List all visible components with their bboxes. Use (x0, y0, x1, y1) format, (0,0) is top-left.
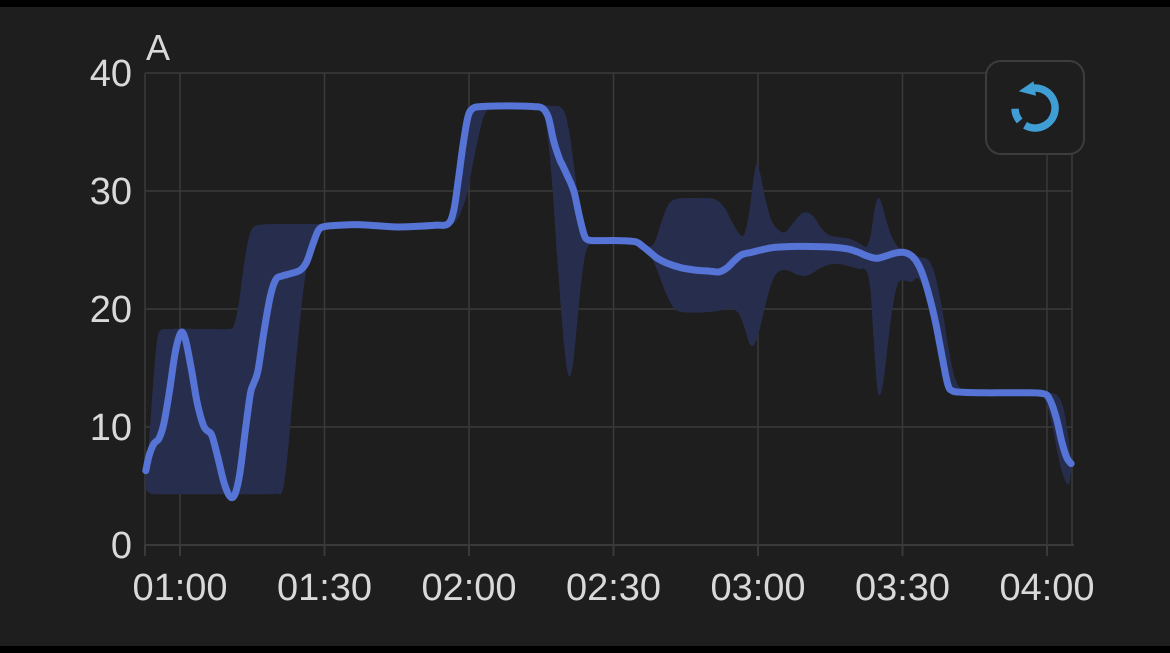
x-tick-label: 03:30 (855, 567, 950, 609)
x-tick-label: 02:00 (421, 567, 516, 609)
x-tick-label: 02:30 (566, 567, 661, 609)
axis-labels: 0 10 20 30 40 01:00 01:30 02:00 02:30 03:00 03:30 0… (90, 53, 1095, 609)
y-tick-label: 40 (90, 53, 132, 95)
refresh-button[interactable] (985, 60, 1085, 155)
bottom-bezel (0, 646, 1170, 653)
y-axis-unit-label: A (146, 27, 170, 68)
x-tick-label: 01:30 (277, 567, 372, 609)
top-bezel (0, 0, 1170, 7)
x-tick-label: 03:00 (710, 567, 805, 609)
current-line (142, 102, 1075, 502)
x-tick-label: 01:00 (132, 567, 227, 609)
y-tick-label: 20 (90, 289, 132, 331)
y-tick-label: 30 (90, 171, 132, 213)
y-tick-label: 0 (111, 525, 132, 567)
refresh-icon (1011, 80, 1059, 132)
y-tick-label: 10 (90, 407, 132, 449)
minmax-band (145, 104, 1072, 495)
x-tick-label: 04:00 (999, 567, 1094, 609)
